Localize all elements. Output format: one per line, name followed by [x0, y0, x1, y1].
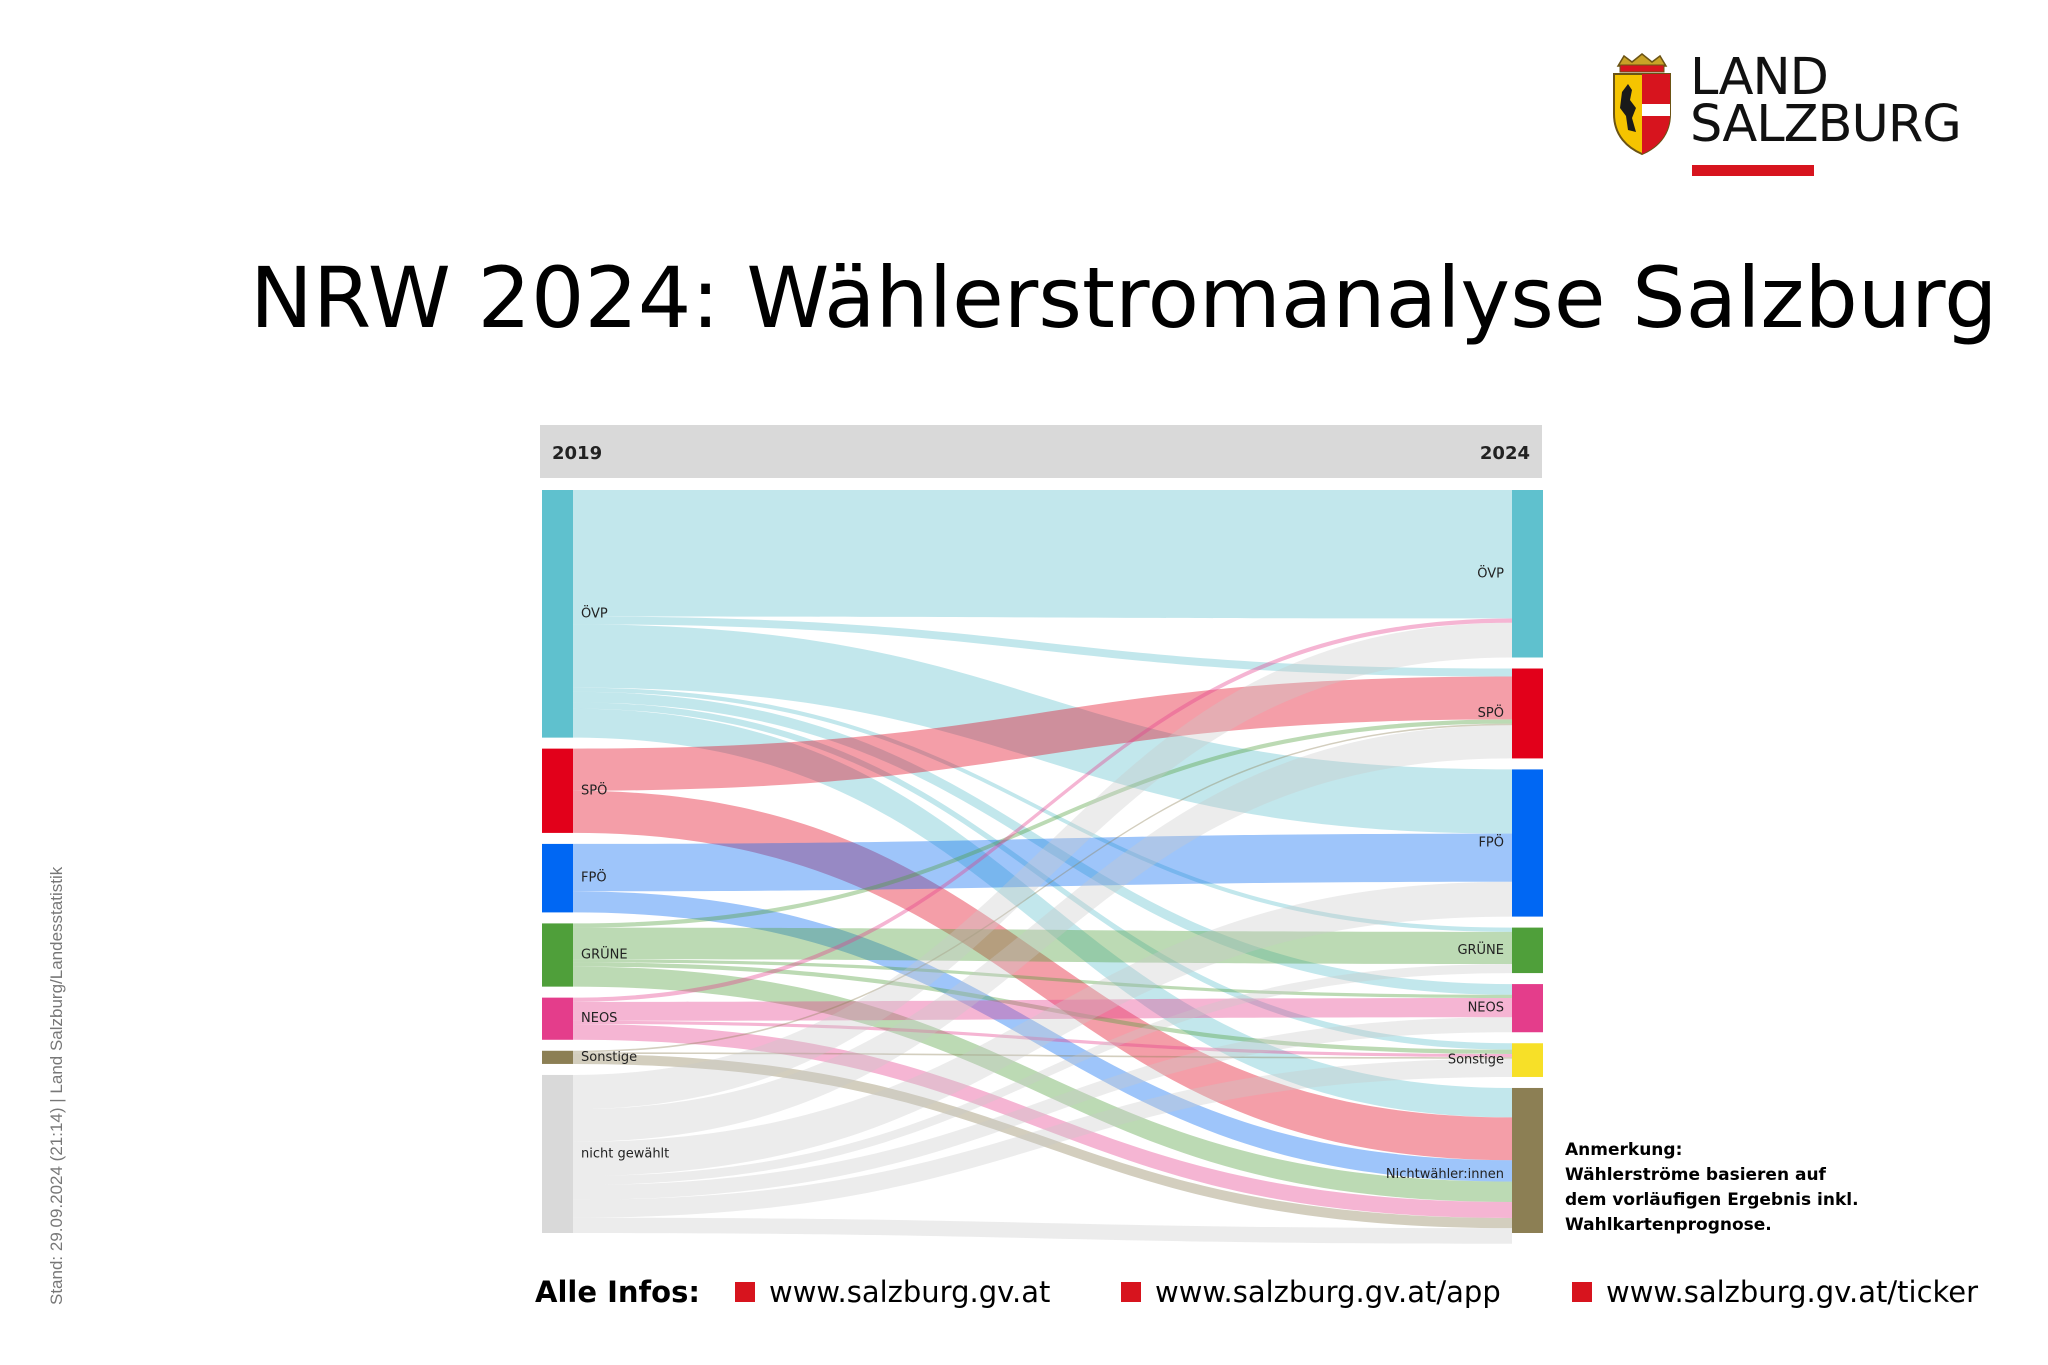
flow-vp-to-vp	[573, 490, 1512, 619]
logo-line-2: SALZBURG	[1690, 95, 1962, 154]
target-node-neos	[1512, 984, 1543, 1033]
flow-sonstige-to-sp	[573, 723, 1512, 1053]
red-square-icon	[1572, 1282, 1592, 1302]
remark: Anmerkung: Wählerströme basieren auf dem…	[1565, 1138, 1859, 1238]
target-node-sonstige	[1512, 1043, 1543, 1077]
source-label-nicht-gew-hlt: nicht gewählt	[581, 1146, 669, 1161]
flow-vp-to-fp	[573, 624, 1512, 834]
remark-line: dem vorläufigen Ergebnis inkl.	[1565, 1190, 1859, 1210]
flow-gr-ne-to-sonstige	[573, 962, 1512, 1054]
footer-link-app[interactable]: www.salzburg.gv.at/app	[1121, 1272, 1501, 1312]
left-year-label: 2019	[552, 443, 602, 464]
remark-heading: Anmerkung:	[1565, 1140, 1683, 1160]
target-label-gr-ne: GRÜNE	[1457, 941, 1504, 958]
flow-neos-to-nichtw-hler-innen	[573, 1023, 1512, 1219]
target-node-sp	[1512, 668, 1543, 759]
flow-vp-to-nichtw-hler-innen	[573, 708, 1512, 1118]
flow-vp-to-neos	[573, 691, 1512, 995]
flow-neos-to-neos	[573, 997, 1512, 1021]
flow-nicht-gew-hlt-to-fp	[573, 881, 1512, 1177]
page-title: NRW 2024: Wählerstromanalyse Salzburg	[250, 249, 1998, 347]
source-label-vp: ÖVP	[581, 604, 608, 621]
land-salzburg-logo: LAND SALZBURG	[1610, 52, 1970, 182]
flow-nicht-gew-hlt-to-neos	[573, 1017, 1512, 1200]
right-year-label: 2024	[1480, 443, 1530, 464]
flow-neos-to-vp	[573, 618, 1512, 1002]
footer-link-text: www.salzburg.gv.at/app	[1155, 1275, 1501, 1309]
target-label-sonstige: Sonstige	[1448, 1053, 1504, 1068]
flow-sonstige-to-sonstige	[573, 1052, 1512, 1059]
chart-header-bar	[540, 425, 1542, 478]
flow-gr-ne-to-nichtw-hler-innen	[573, 966, 1512, 1202]
flow-gr-ne-to-gr-ne	[573, 927, 1512, 964]
source-label-gr-ne: GRÜNE	[581, 946, 628, 963]
source-node-gr-ne	[542, 923, 573, 987]
source-node-fp	[542, 843, 573, 913]
flow-sp-to-nichtw-hler-innen	[573, 790, 1512, 1161]
flow-nicht-gew-hlt-to-gr-ne	[573, 963, 1512, 1186]
red-square-icon	[735, 1282, 755, 1302]
nodes: ÖVP SPÖ FPÖ GRÜNE NEOS Sonstige nicht gewählt Ö…	[542, 490, 1543, 1233]
flow-vp-to-sonstige	[573, 702, 1512, 1050]
flow-links	[573, 490, 1512, 1244]
target-label-neos: NEOS	[1468, 1001, 1504, 1016]
footer-label: Alle Infos:	[535, 1275, 700, 1309]
flow-gr-ne-to-sp	[573, 719, 1512, 928]
flow-gr-ne-to-neos	[573, 959, 1512, 998]
source-node-neos	[542, 997, 573, 1040]
flow-fp-to-nichtw-hler-innen	[573, 891, 1512, 1182]
flow-nicht-gew-hlt-to-vp	[573, 622, 1512, 1110]
source-node-nicht-gew-hlt	[542, 1074, 573, 1233]
flow-fp-to-fp	[573, 833, 1512, 892]
coat-of-arms-icon	[1613, 53, 1671, 156]
flow-nicht-gew-hlt-to-sonstige	[573, 1058, 1512, 1218]
footer-link-website[interactable]: www.salzburg.gv.at	[735, 1272, 1050, 1312]
flow-nicht-gew-hlt-to-sp	[573, 725, 1512, 1142]
remark-line: Wahlkartenprognose.	[1565, 1215, 1772, 1235]
logo-line-1: LAND	[1690, 48, 1829, 107]
target-node-gr-ne	[1512, 927, 1543, 974]
flow-vp-to-sp	[573, 616, 1512, 677]
logo-accent-bar	[1692, 165, 1814, 176]
footer-link-text: www.salzburg.gv.at/ticker	[1606, 1275, 1979, 1309]
red-square-icon	[1121, 1282, 1141, 1302]
flow-nicht-gew-hlt-to-nichtw-hler-innen	[573, 1217, 1512, 1244]
source-label-neos: NEOS	[581, 1011, 617, 1026]
footer-link-text: www.salzburg.gv.at	[769, 1275, 1051, 1309]
remark-line: Wählerströme basieren auf	[1565, 1165, 1826, 1185]
flow-sp-to-sp	[573, 676, 1512, 791]
target-label-fp: FPÖ	[1478, 834, 1504, 851]
target-label-vp: ÖVP	[1477, 564, 1504, 581]
source-node-sp	[542, 748, 573, 833]
source-label-sp: SPÖ	[581, 781, 607, 798]
flow-vp-to-gr-ne	[573, 687, 1512, 932]
target-node-vp	[1512, 490, 1543, 658]
source-node-vp	[542, 490, 573, 738]
flow-sonstige-to-nichtw-hler-innen	[573, 1053, 1512, 1229]
target-node-fp	[1512, 769, 1543, 917]
source-label-sonstige: Sonstige	[581, 1050, 637, 1065]
source-node-sonstige	[542, 1050, 573, 1064]
source-label-fp: FPÖ	[581, 869, 607, 886]
target-label-nichtw-hler-innen: Nichtwähler:innen	[1386, 1167, 1504, 1182]
footer-link-ticker[interactable]: www.salzburg.gv.at/ticker	[1572, 1272, 1978, 1312]
flow-neos-to-sonstige	[573, 1020, 1512, 1058]
target-label-sp: SPÖ	[1478, 704, 1504, 721]
target-node-nichtw-hler-innen	[1512, 1087, 1543, 1233]
